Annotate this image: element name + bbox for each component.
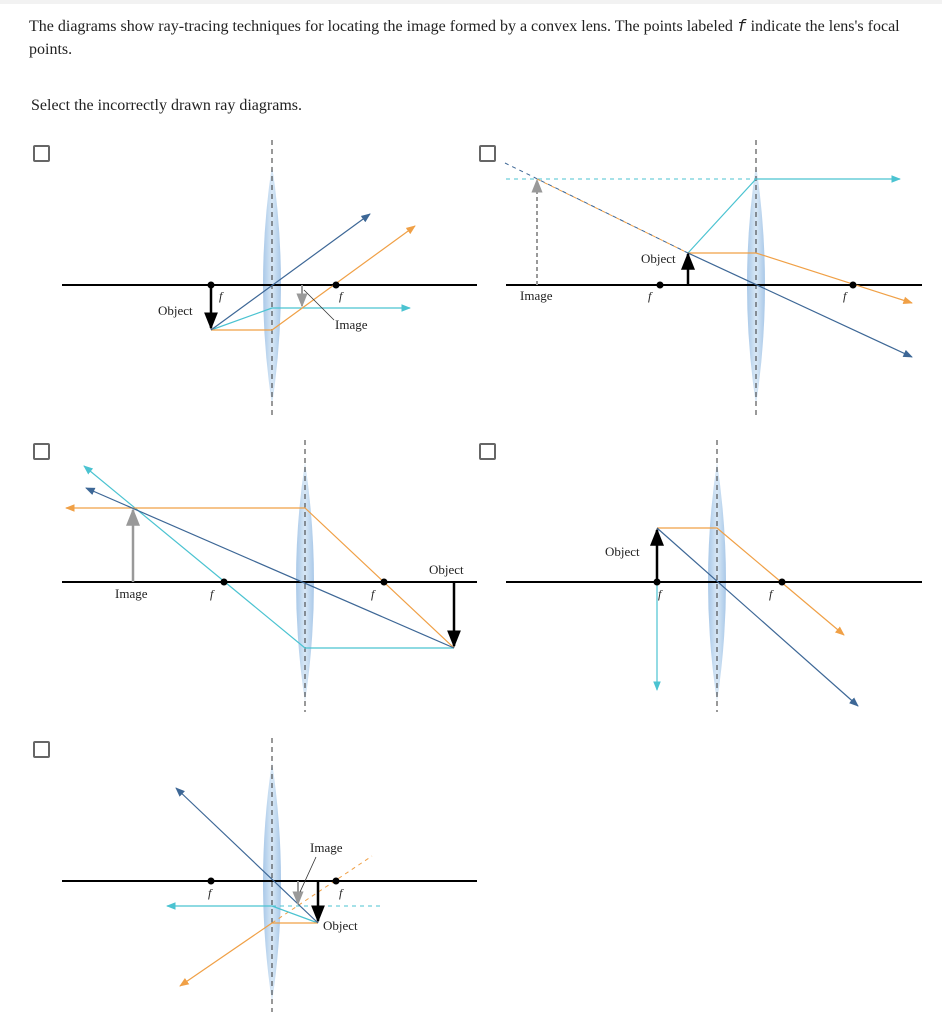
- focal-label-1a: f: [219, 289, 224, 303]
- object-label-4: Object: [605, 544, 640, 559]
- image-leader-1: [303, 289, 335, 321]
- image-label-5: Image: [310, 840, 343, 855]
- question-prompt: The diagrams show ray-tracing techniques…: [29, 14, 919, 61]
- diagram-3: f f Object Image: [62, 440, 477, 712]
- focal-symbol: f: [736, 16, 747, 35]
- focal-point-3a: [220, 578, 228, 586]
- ray-teal-1: [210, 304, 411, 331]
- ray-orange-3: [65, 504, 455, 649]
- option-checkbox-1[interactable]: [33, 145, 50, 162]
- option-checkbox-4[interactable]: [479, 443, 496, 460]
- ray-teal-3: [83, 465, 454, 649]
- focal-label-2b: f: [843, 289, 848, 303]
- ray-blue-5: [175, 787, 319, 924]
- question-text-2: indicate the lens's focal points.: [29, 18, 900, 58]
- focal-point-5a: [207, 877, 215, 885]
- focal-point-3b: [380, 578, 388, 586]
- focal-point-1a: [207, 281, 215, 289]
- focal-point-1b: [332, 281, 340, 289]
- focal-label-1b: f: [339, 289, 344, 303]
- focal-point-2b: [849, 281, 857, 289]
- ray-blue-1: [210, 213, 371, 331]
- virtual-blue-2: [504, 162, 689, 254]
- instruction-text: Select the incorrectly drawn ray diagram…: [31, 97, 302, 114]
- option-checkbox-2[interactable]: [479, 145, 496, 162]
- focal-label-3b: f: [371, 587, 376, 601]
- image-label-2: Image: [520, 288, 553, 303]
- ray-orange-2: [688, 252, 913, 305]
- virtual-orange-5: [271, 855, 373, 924]
- focal-label-5a: f: [208, 886, 213, 900]
- focal-point-2a: [656, 281, 664, 289]
- question-text-1: The diagrams show ray-tracing techniques…: [29, 18, 737, 35]
- diagram-5: f f Object Image: [62, 738, 477, 1012]
- image-label-1: Image: [335, 317, 368, 332]
- ray-blue-3: [85, 487, 455, 649]
- diagram-4: f f Object: [506, 440, 922, 712]
- focal-point-5b: [332, 877, 340, 885]
- image-label-3: Image: [115, 586, 148, 601]
- ray-orange-4: [657, 527, 845, 636]
- focal-point-4a: [653, 578, 661, 586]
- ray-blue-2: [687, 252, 913, 358]
- ray-blue-4: [656, 527, 859, 707]
- top-band: [0, 0, 942, 4]
- focal-label-4a: f: [658, 587, 663, 601]
- diagram-1: f f Object Image: [62, 140, 477, 415]
- focal-label-5b: f: [339, 886, 344, 900]
- object-label-5: Object: [323, 918, 358, 933]
- option-checkbox-5[interactable]: [33, 741, 50, 758]
- ray-teal-5: [166, 902, 319, 924]
- focal-label-2a: f: [648, 289, 653, 303]
- image-leader-5: [299, 856, 317, 893]
- focal-point-4b: [778, 578, 786, 586]
- object-label-1: Object: [158, 303, 193, 318]
- object-label-3: Object: [429, 562, 464, 577]
- ray-orange-5: [179, 922, 318, 987]
- focal-label-3a: f: [210, 587, 215, 601]
- diagram-2: f f Object Image: [504, 140, 922, 415]
- ray-teal-2: [687, 175, 901, 254]
- object-label-2: Object: [641, 251, 676, 266]
- focal-label-4b: f: [769, 587, 774, 601]
- ray-orange-1: [211, 225, 416, 331]
- option-checkbox-3[interactable]: [33, 443, 50, 460]
